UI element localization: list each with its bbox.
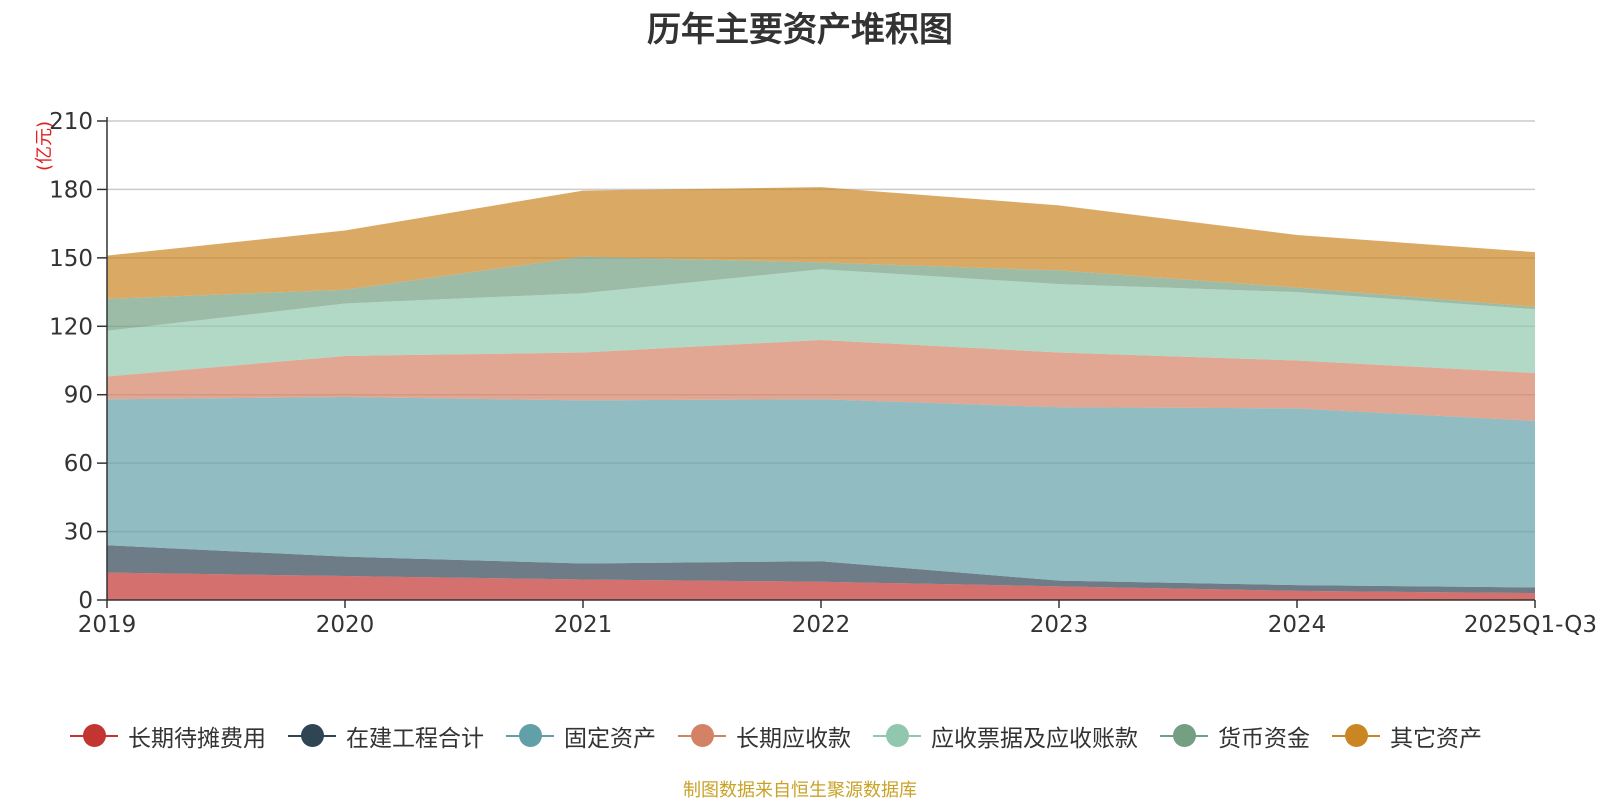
legend-label: 应收票据及应收账款 <box>931 726 1138 752</box>
legend-marker-icon <box>1160 723 1208 749</box>
area-series[interactable] <box>107 396 1535 588</box>
y-tick-label: 120 <box>49 314 93 340</box>
axis-layer: 0 30 60 90 120 150 180 210 2019 2020 2021 2022 2023 2… <box>34 109 1597 638</box>
y-tick-label: 30 <box>64 520 93 546</box>
stacked-area-chart: 0 30 60 90 120 150 180 210 2019 2020 2021 2022 2023 2… <box>34 109 1597 638</box>
legend-marker-icon <box>70 723 118 749</box>
x-tick-label: 2022 <box>792 612 851 638</box>
area-series[interactable] <box>107 269 1535 377</box>
legend-label: 在建工程合计 <box>346 726 484 752</box>
y-tick-label: 90 <box>64 383 93 409</box>
legend-marker-icon <box>873 723 921 749</box>
legend-item[interactable]: 长期应收款 <box>678 719 851 753</box>
source-note: 制图数据来自恒生聚源数据库 <box>683 780 917 801</box>
legend-marker-icon <box>678 723 726 749</box>
area-series[interactable] <box>107 572 1535 600</box>
x-tick-label: 2020 <box>316 612 375 638</box>
legend-item[interactable]: 应收票据及应收账款 <box>873 719 1138 753</box>
legend-item[interactable]: 长期待摊费用 <box>70 719 266 753</box>
chart-title: 历年主要资产堆积图 <box>647 10 953 50</box>
legend-label: 其它资产 <box>1390 726 1482 752</box>
y-tick-label: 0 <box>78 588 93 614</box>
y-tick-label: 210 <box>49 109 93 135</box>
legend-label: 固定资产 <box>564 726 656 752</box>
legend-marker-icon <box>288 723 336 749</box>
y-axis-unit: (亿元) <box>34 121 55 171</box>
legend-item[interactable]: 固定资产 <box>506 719 656 753</box>
x-tick-label: 2021 <box>554 612 613 638</box>
area-series[interactable] <box>107 187 1535 307</box>
legend-item[interactable]: 货币资金 <box>1160 719 1310 753</box>
x-tick-label: 2024 <box>1268 612 1327 638</box>
legend-label: 长期待摊费用 <box>128 726 266 752</box>
x-tick-label: 2019 <box>78 612 137 638</box>
area-layer <box>107 187 1535 600</box>
y-tick-label: 150 <box>49 246 93 272</box>
area-series[interactable] <box>107 545 1535 594</box>
legend-marker-icon <box>506 723 554 749</box>
y-tick-label: 180 <box>49 177 93 203</box>
area-series[interactable] <box>107 256 1535 331</box>
legend-item[interactable]: 在建工程合计 <box>288 719 484 753</box>
legend-marker-icon <box>1332 723 1380 749</box>
legend-item[interactable]: 其它资产 <box>1332 719 1482 753</box>
x-tick-label: 2023 <box>1030 612 1089 638</box>
area-series[interactable] <box>107 339 1535 421</box>
legend: 长期待摊费用 在建工程合计 固定资产 长期应收款 应收票据及应收账款 货币资金 其它资产 <box>70 718 1530 754</box>
legend-label: 货币资金 <box>1218 726 1310 752</box>
legend-label: 长期应收款 <box>736 726 851 752</box>
x-tick-label: 2025Q1-Q3 <box>1464 612 1597 638</box>
y-tick-label: 60 <box>64 451 93 477</box>
